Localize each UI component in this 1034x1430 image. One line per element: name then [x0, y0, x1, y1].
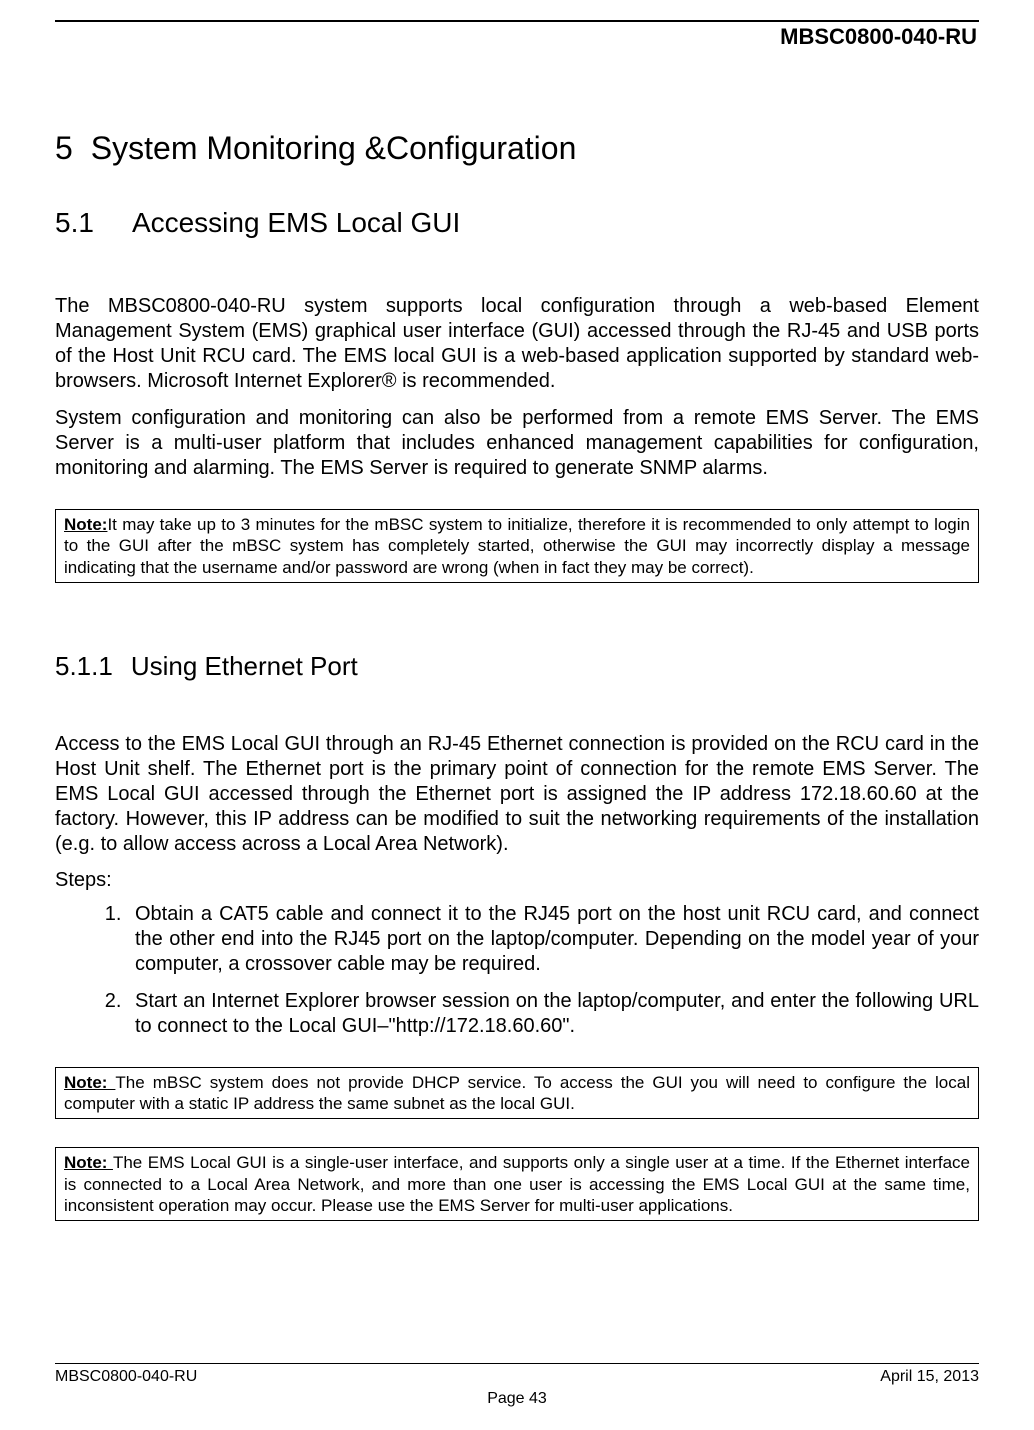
- header-rule: [55, 20, 979, 22]
- paragraph-3: Access to the EMS Local GUI through an R…: [55, 732, 979, 857]
- h3-number: 5.1.1: [55, 651, 113, 682]
- heading-3: 5.1.1 Using Ethernet Port: [55, 651, 979, 682]
- note-1-label: Note:: [64, 515, 107, 534]
- note-2-label: Note:: [64, 1073, 115, 1092]
- h2-title: Accessing EMS Local GUI: [132, 207, 460, 239]
- h1-number: 5: [55, 130, 73, 167]
- note-2-text: The mBSC system does not provide DHCP se…: [64, 1073, 970, 1113]
- heading-2: 5.1 Accessing EMS Local GUI: [55, 207, 979, 239]
- paragraph-1: The MBSC0800-040-RU system supports loca…: [55, 294, 979, 394]
- h2-number: 5.1: [55, 207, 94, 239]
- h3-title: Using Ethernet Port: [131, 651, 358, 682]
- header-doc-id: MBSC0800-040-RU: [55, 24, 979, 50]
- footer-rule: [55, 1363, 979, 1364]
- note-1-text: It may take up to 3 minutes for the mBSC…: [64, 515, 970, 577]
- note-box-1: Note:It may take up to 3 minutes for the…: [55, 509, 979, 583]
- step-1: Obtain a CAT5 cable and connect it to th…: [127, 902, 979, 977]
- footer-page-number: Page 43: [55, 1390, 979, 1408]
- h1-title: System Monitoring &Configuration: [91, 130, 577, 167]
- note-box-3: Note: The EMS Local GUI is a single-user…: [55, 1147, 979, 1221]
- note-3-text: The EMS Local GUI is a single-user inter…: [64, 1153, 970, 1215]
- footer-right: April 15, 2013: [880, 1368, 979, 1386]
- heading-1: 5 System Monitoring &Configuration: [55, 130, 979, 167]
- paragraph-2: System configuration and monitoring can …: [55, 406, 979, 481]
- steps-label: Steps:: [55, 869, 979, 892]
- note-3-label: Note:: [64, 1153, 113, 1172]
- steps-list: Obtain a CAT5 cable and connect it to th…: [55, 902, 979, 1039]
- step-2: Start an Internet Explorer browser sessi…: [127, 989, 979, 1039]
- page-footer: MBSC0800-040-RU April 15, 2013 Page 43: [55, 1363, 979, 1408]
- footer-left: MBSC0800-040-RU: [55, 1368, 197, 1386]
- note-box-2: Note: The mBSC system does not provide D…: [55, 1067, 979, 1120]
